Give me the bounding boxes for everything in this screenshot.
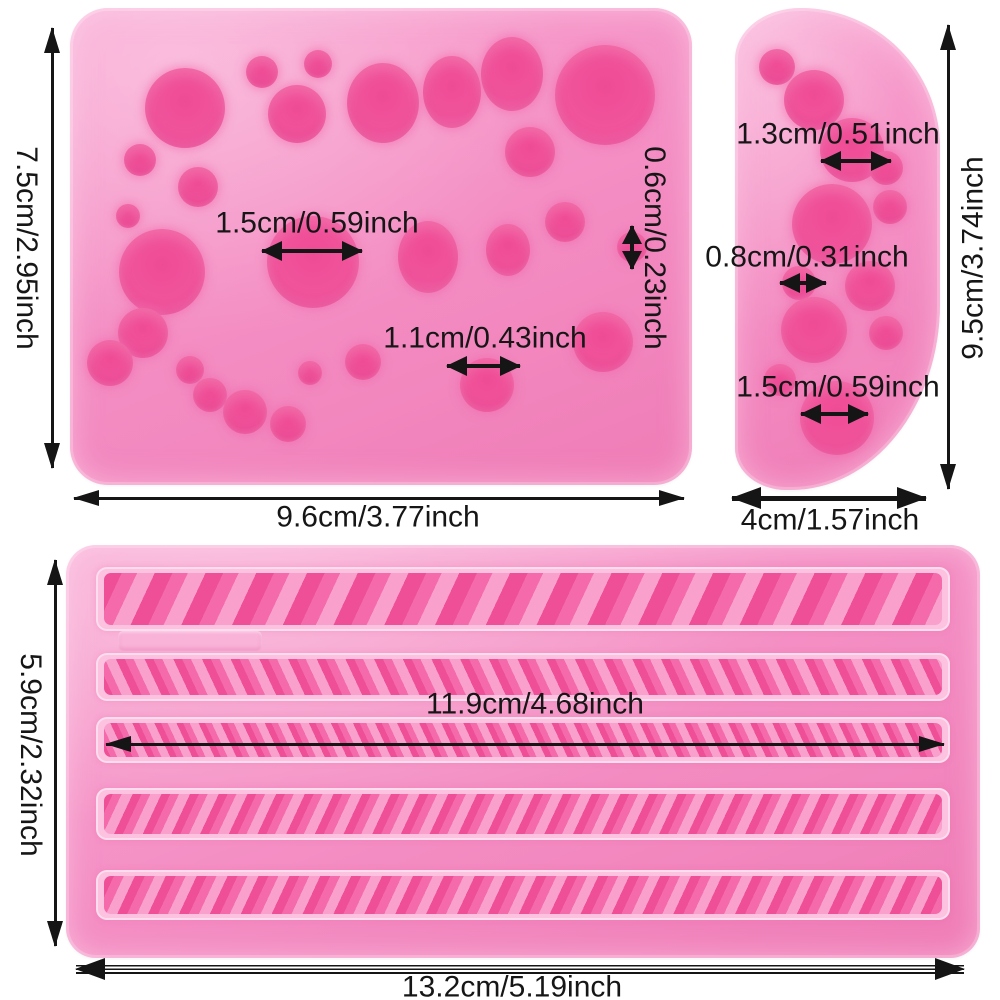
bottom-cavity-arrow-top-right-mold xyxy=(801,403,868,425)
width-dimension-arrow-top-left-mold xyxy=(74,489,684,507)
rope-twist-pattern xyxy=(104,573,942,625)
large-cavity-label-top-left-mold: 1.5cm/0.59inch xyxy=(215,206,419,240)
cavity-circle xyxy=(759,49,795,85)
cavity-circle xyxy=(347,63,419,143)
cavity-circle xyxy=(481,37,543,111)
cavity-circle xyxy=(345,344,381,380)
cavity-circle xyxy=(119,229,205,315)
rope-channel xyxy=(96,653,950,701)
width-label-top-left-mold: 9.6cm/3.77inch xyxy=(276,500,480,534)
cavity-circle xyxy=(176,356,204,384)
middle-cavity-arrow-top-right-mold xyxy=(780,272,826,294)
cavity-circle xyxy=(545,202,585,242)
rope-twist-pattern xyxy=(104,794,942,834)
cavity-circle xyxy=(784,70,844,130)
cavity-circle xyxy=(116,204,140,228)
rope-channel xyxy=(96,788,950,840)
large-cavity-arrow-top-left-mold xyxy=(262,240,362,262)
cavity-circle xyxy=(869,316,903,350)
embossed-brand-tag xyxy=(118,631,262,651)
medium-cavity-label-top-left-mold: 1.1cm/0.43inch xyxy=(383,321,587,355)
cavity-circle xyxy=(304,50,332,78)
height-dimension-arrow-bottom-mold xyxy=(46,560,64,946)
medium-cavity-arrow-top-left-mold xyxy=(447,355,520,377)
cavity-circle xyxy=(124,144,156,176)
cavity-circle xyxy=(781,297,847,363)
cavity-circle xyxy=(486,224,530,276)
cavity-circle xyxy=(193,378,227,412)
small-cavity-arrow-top-left-mold xyxy=(621,226,643,269)
height-label-top-left-mold: 7.5cm/2.95inch xyxy=(9,146,43,350)
bottom-cavity-label-top-right-mold: 1.5cm/0.59inch xyxy=(736,370,940,404)
top-left-bubble-mold xyxy=(70,8,692,485)
cavity-circle xyxy=(267,216,359,308)
height-label-top-right-mold: 9.5cm/3.74inch xyxy=(956,156,990,360)
cavity-circle xyxy=(573,312,633,372)
height-dimension-arrow-top-right-mold xyxy=(939,25,957,489)
cavity-circle xyxy=(178,167,218,207)
cavity-circle xyxy=(873,190,907,224)
width-label-bottom-mold: 13.2cm/5.19inch xyxy=(401,970,623,1000)
cavity-circle xyxy=(246,56,278,88)
rope-twist-pattern xyxy=(104,659,942,695)
cavity-circle xyxy=(298,361,322,385)
cavity-circle xyxy=(845,261,895,311)
cavity-circle xyxy=(270,406,306,442)
top-cavity-arrow-top-right-mold xyxy=(821,150,891,172)
width-dimension-arrow-top-right-mold xyxy=(732,487,926,509)
cavity-circle xyxy=(423,56,481,128)
cavity-circle xyxy=(792,184,872,264)
cavity-circle xyxy=(764,364,796,396)
cavity-circle xyxy=(87,340,133,386)
width-dimension-arrow-bottom-mold xyxy=(76,958,964,980)
rope-channel xyxy=(96,567,950,631)
width-label-top-right-mold: 4cm/1.57inch xyxy=(740,503,920,537)
cavity-circle xyxy=(555,45,655,145)
rope-length-label-bottom-mold: 11.9cm/4.68inch xyxy=(426,687,644,721)
top-cavity-label-top-right-mold: 1.3cm/0.51inch xyxy=(736,117,940,151)
height-dimension-arrow-top-left-mold xyxy=(43,28,61,468)
middle-cavity-label-top-right-mold: 0.8cm/0.31inch xyxy=(705,240,909,274)
rope-channel xyxy=(96,870,950,920)
height-label-bottom-mold: 5.9cm/2.32inch xyxy=(13,653,47,857)
cavity-circle xyxy=(223,390,267,434)
cavity-circle xyxy=(268,85,326,143)
rope-twist-pattern xyxy=(104,876,942,914)
cavity-circle xyxy=(398,221,458,293)
cavity-circle xyxy=(145,68,225,148)
rope-length-arrow-bottom-mold xyxy=(106,735,944,753)
cavity-circle xyxy=(505,127,555,177)
